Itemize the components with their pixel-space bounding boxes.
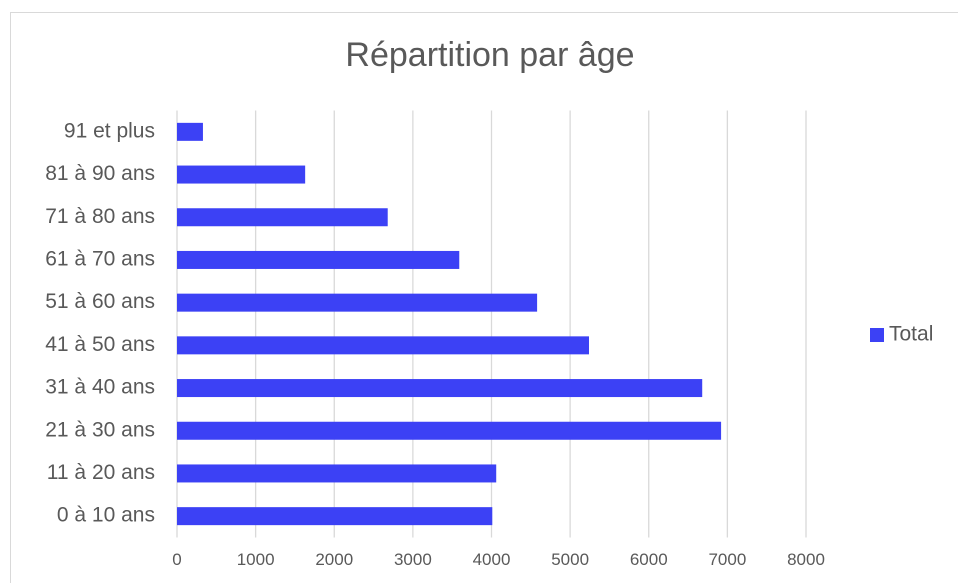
bar bbox=[177, 421, 722, 440]
bar bbox=[177, 208, 388, 227]
chart-title: Répartition par âge bbox=[345, 36, 634, 74]
y-tick-label: 61 à 70 ans bbox=[45, 247, 155, 270]
y-tick-label: 71 à 80 ans bbox=[45, 205, 155, 228]
y-tick-label: 0 à 10 ans bbox=[57, 504, 155, 527]
bar bbox=[177, 507, 493, 526]
bar bbox=[177, 379, 703, 398]
x-tick-label: 3000 bbox=[394, 550, 432, 569]
bar bbox=[177, 250, 460, 269]
x-tick-label: 5000 bbox=[551, 550, 589, 569]
y-tick-label: 81 à 90 ans bbox=[45, 162, 155, 185]
y-tick-label: 31 à 40 ans bbox=[45, 376, 155, 399]
y-tick-label: 11 à 20 ans bbox=[47, 461, 155, 484]
bar bbox=[177, 464, 497, 483]
y-tick-label: 91 et plus bbox=[64, 119, 155, 142]
x-tick-label: 4000 bbox=[473, 550, 511, 569]
x-tick-label: 7000 bbox=[708, 550, 746, 569]
y-tick-label: 51 à 60 ans bbox=[45, 290, 155, 313]
x-tick-label: 8000 bbox=[787, 550, 825, 569]
y-tick-label: 41 à 50 ans bbox=[45, 333, 155, 356]
bar bbox=[177, 293, 538, 312]
bar bbox=[177, 336, 589, 355]
x-tick-label: 1000 bbox=[237, 550, 275, 569]
bar bbox=[177, 122, 203, 141]
x-tick-label: 0 bbox=[172, 550, 181, 569]
legend-label: Total bbox=[889, 323, 933, 346]
x-tick-label: 6000 bbox=[630, 550, 668, 569]
y-tick-label: 21 à 30 ans bbox=[45, 418, 155, 441]
legend-swatch bbox=[870, 328, 884, 342]
bar bbox=[177, 165, 306, 184]
x-tick-label: 2000 bbox=[315, 550, 353, 569]
